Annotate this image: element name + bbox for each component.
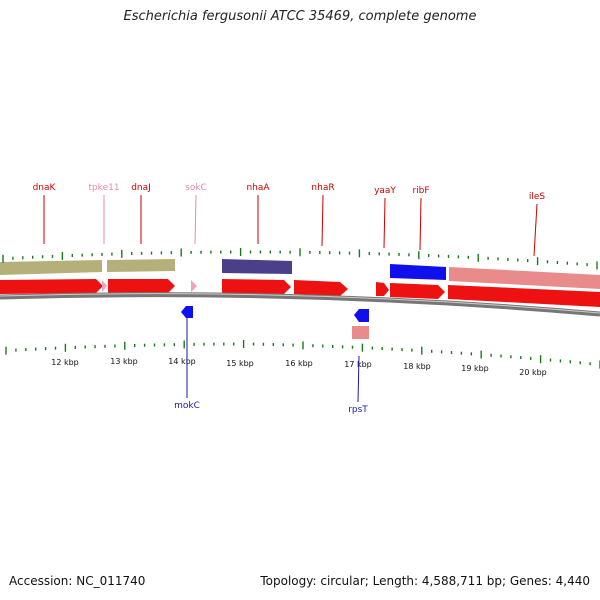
cog-bar-iles[interactable] — [449, 267, 600, 289]
kbp-tick-label: 20 kbp — [519, 368, 547, 377]
gene-label-rpst[interactable]: rpsT — [348, 405, 368, 415]
gene-label-ribf[interactable]: ribF — [412, 186, 429, 196]
gene-arrow-mokc[interactable] — [181, 306, 193, 318]
kbp-tick-label: 13 kbp — [110, 357, 138, 366]
gene-label-nhaa[interactable]: nhaA — [246, 183, 270, 193]
cog-bar-dnak[interactable] — [0, 260, 102, 275]
genome-backbone — [0, 292, 600, 317]
label-leader-line — [321, 194, 324, 247]
gene-arrow-ribf[interactable] — [390, 283, 445, 299]
gene-arrow-sokc[interactable] — [191, 280, 197, 292]
gene-label-sokc[interactable]: sokC — [185, 183, 207, 193]
gene-arrow-nhaa[interactable] — [222, 279, 291, 294]
kbp-tick-label: 19 kbp — [461, 364, 489, 373]
gene-label-dnak[interactable]: dnaK — [33, 183, 57, 193]
gene-arrow-tpke11[interactable] — [102, 280, 107, 292]
label-leader-line — [357, 355, 360, 403]
gene-label-tpke11[interactable]: tpke11 — [88, 183, 119, 193]
kbp-tick-label: 14 kbp — [168, 357, 196, 366]
gene-label-leaders — [43, 194, 538, 403]
cog-bar-ribf[interactable] — [390, 264, 446, 280]
gene-arrow-nhar[interactable] — [294, 280, 348, 296]
gene-arrow-iles[interactable] — [448, 285, 600, 307]
gene-arrow-yaay[interactable] — [376, 282, 389, 296]
gene-arrow-dnaj[interactable] — [108, 279, 175, 293]
accession-text: Accession: NC_011740 — [9, 574, 146, 588]
tick-track-bottom — [5, 340, 600, 369]
label-leader-line — [533, 203, 538, 257]
kbp-tick-label: 12 kbp — [51, 358, 79, 367]
kbp-tick-label: 18 kbp — [403, 362, 431, 371]
cog-bar-dnaj[interactable] — [107, 259, 175, 272]
label-leader-line — [194, 194, 197, 245]
reverse-strand-track — [181, 306, 369, 339]
genome-summary-text: Topology: circular; Length: 4,588,711 bp… — [260, 574, 590, 588]
label-leader-line — [419, 197, 422, 251]
cog-bar-rpst[interactable] — [352, 326, 369, 339]
gene-label-nhar[interactable]: nhaR — [311, 183, 334, 193]
kbp-tick-label: 17 kbp — [344, 360, 372, 369]
gene-labels: dnaK tpke11 dnaJ sokC nhaA nhaR yaaY ribF ileS mo… — [33, 183, 546, 415]
gene-label-mokc[interactable]: mokC — [174, 401, 200, 411]
gene-label-dnaj[interactable]: dnaJ — [131, 183, 151, 193]
tick-track-top — [2, 248, 598, 270]
map-title: Escherichia fergusonii ATCC 35469, compl… — [123, 9, 477, 24]
forward-strand-track — [0, 279, 600, 307]
kbp-tick-labels: 12 kbp 13 kbp 14 kbp 15 kbp 16 kbp 17 kbp 18 k… — [51, 357, 547, 377]
cog-bar-nhaa[interactable] — [222, 259, 292, 274]
gene-label-iles[interactable]: ileS — [529, 192, 546, 202]
gene-arrow-rpst[interactable] — [354, 309, 369, 322]
label-leader-line — [383, 197, 386, 249]
kbp-tick-label: 16 kbp — [285, 359, 313, 368]
cog-track — [0, 259, 600, 289]
kbp-tick-label: 15 kbp — [226, 359, 254, 368]
gene-label-yaay[interactable]: yaaY — [374, 186, 396, 196]
gene-arrow-dnak[interactable] — [0, 279, 103, 294]
